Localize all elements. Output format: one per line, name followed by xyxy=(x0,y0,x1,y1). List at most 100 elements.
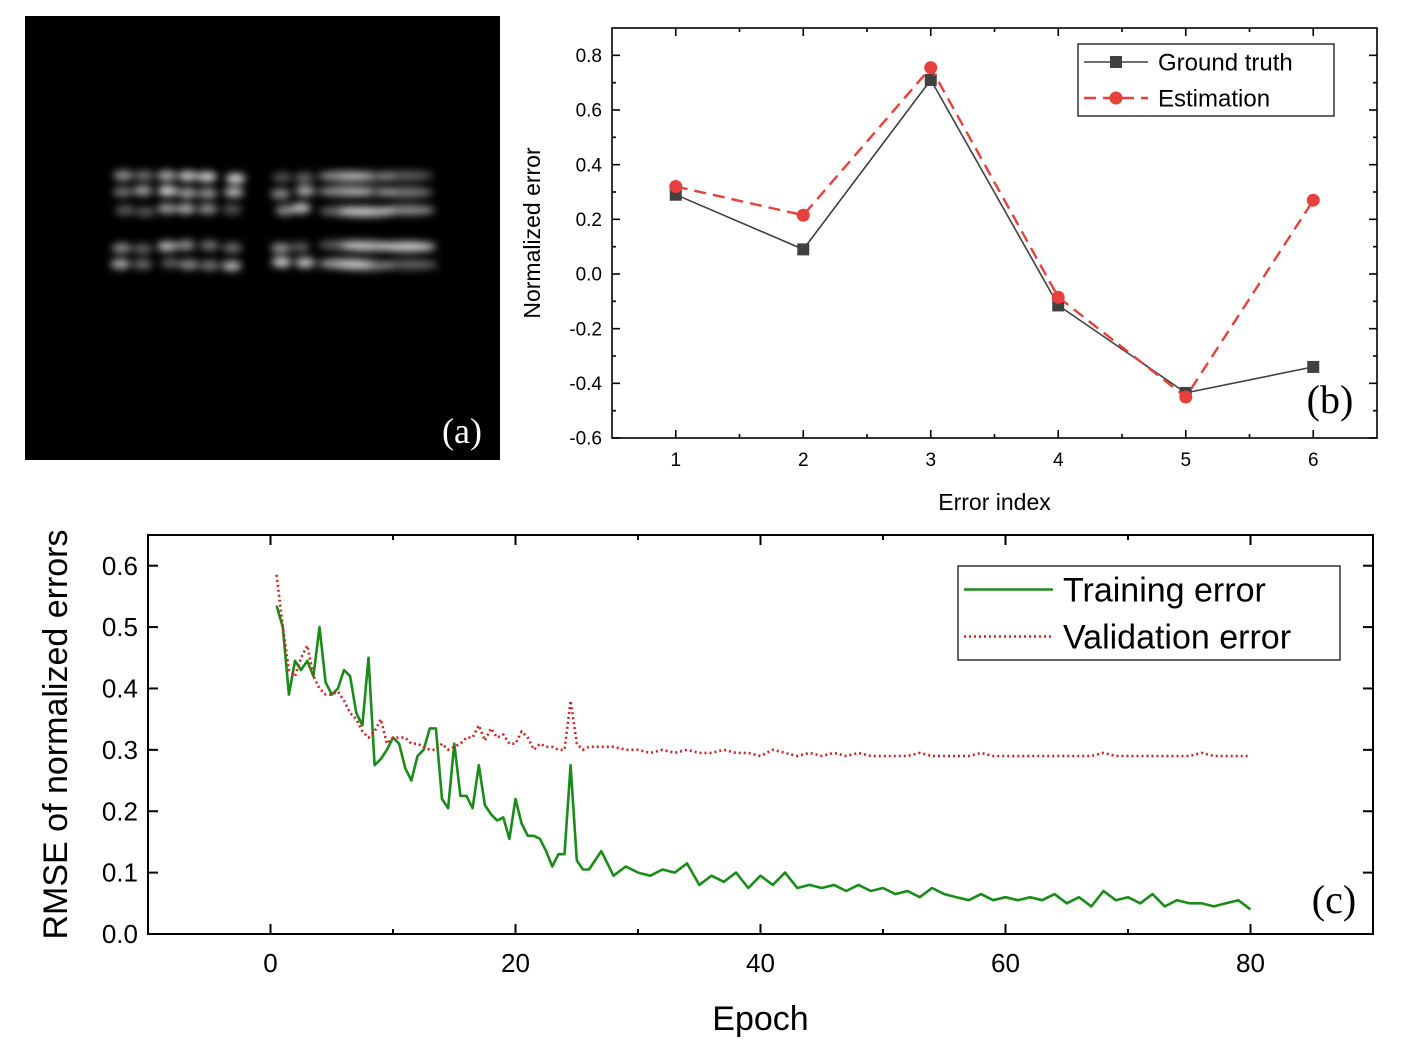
panel-label: (b) xyxy=(1307,377,1354,422)
y-tick-label: 0.2 xyxy=(576,210,602,231)
speckle-spot xyxy=(377,170,434,181)
y-tick-label: 0.0 xyxy=(576,265,602,286)
speckle-spot xyxy=(157,185,178,196)
series-line-0 xyxy=(675,79,1314,394)
speckle-pattern xyxy=(110,170,439,271)
x-tick-label: 80 xyxy=(1236,948,1265,978)
x-tick-label: 5 xyxy=(1180,450,1191,471)
speckle-spot xyxy=(160,257,181,268)
data-point-circle xyxy=(669,180,683,194)
legend-box xyxy=(957,565,1341,661)
speckle-spot xyxy=(135,206,156,217)
x-axis-label: Error index xyxy=(938,489,1051,515)
data-point-square xyxy=(797,243,810,256)
speckle-spot xyxy=(295,257,316,268)
y-tick-label: 0.8 xyxy=(576,46,602,67)
speckle-spot xyxy=(382,259,439,270)
y-tick-label: 0.4 xyxy=(102,674,138,704)
legend-label: Validation error xyxy=(1063,619,1291,657)
y-tick-label: 0.3 xyxy=(102,735,138,765)
x-tick-label: 20 xyxy=(501,948,530,978)
series-line-1 xyxy=(675,66,1315,399)
speckle-spot xyxy=(225,173,246,184)
speckle-spot xyxy=(132,259,153,270)
chart-c: 0 20 40 60 80 0.0 0.1 0.2 0.3 0.4 0.5 0.6 Epoch RMSE … xyxy=(37,529,1374,1038)
speckle-spot xyxy=(156,203,177,214)
legend-label: Estimation xyxy=(1158,86,1270,113)
panel-a-image: (a) xyxy=(25,16,500,460)
y-tick-label: 0.6 xyxy=(102,551,138,581)
x-tick-label: 0 xyxy=(263,948,277,978)
data-point-square xyxy=(924,73,937,86)
x-tick-label: 2 xyxy=(798,450,809,471)
y-tick-label: 0.2 xyxy=(102,796,138,826)
speckle-spot xyxy=(110,258,131,269)
speckle-spot xyxy=(294,172,315,183)
speckle-spot xyxy=(380,241,437,252)
speckle-spot xyxy=(113,170,134,181)
speckle-spot xyxy=(112,187,133,198)
speckle-spot xyxy=(379,205,436,216)
speckle-spot xyxy=(132,243,153,254)
speckle-spot xyxy=(134,170,155,181)
legend-label: Ground truth xyxy=(1158,50,1293,77)
speckle-image-background xyxy=(25,16,500,460)
speckle-spot xyxy=(175,240,196,251)
speckle-spot xyxy=(295,185,316,196)
panel-label: (c) xyxy=(1312,877,1356,922)
speckle-spot xyxy=(290,242,311,253)
speckle-spot xyxy=(177,188,198,199)
x-tick-label: 1 xyxy=(670,450,681,471)
legend-label: Training error xyxy=(1063,572,1266,610)
y-tick-label: -0.4 xyxy=(569,374,602,395)
speckle-spot xyxy=(156,170,177,181)
data-point-circle xyxy=(1179,390,1193,404)
data-point-circle xyxy=(1051,290,1065,304)
x-tick-label: 6 xyxy=(1308,450,1319,471)
speckle-spot xyxy=(291,203,312,214)
speckle-spot xyxy=(222,242,243,253)
speckle-spot xyxy=(275,205,296,216)
speckle-spot xyxy=(221,260,242,271)
y-tick-label: -0.6 xyxy=(569,429,602,450)
series-line-0 xyxy=(275,605,1252,911)
y-tick-label: 0.0 xyxy=(102,919,138,949)
speckle-spot xyxy=(270,243,291,254)
speckle-spot xyxy=(197,188,218,199)
series-line-1 xyxy=(275,574,1251,758)
legend-marker-circle xyxy=(1109,91,1123,105)
speckle-spot xyxy=(199,260,220,271)
y-tick-label: 0.1 xyxy=(102,858,138,888)
data-point-square xyxy=(1307,360,1320,373)
speckle-spot xyxy=(199,240,220,251)
data-point-circle xyxy=(796,208,810,222)
speckle-spot xyxy=(177,170,198,181)
x-tick-label: 60 xyxy=(991,948,1020,978)
x-tick-label: 4 xyxy=(1053,450,1064,471)
y-tick-label: 0.4 xyxy=(576,155,603,176)
speckle-spot xyxy=(132,185,153,196)
x-tick-label: 40 xyxy=(746,948,775,978)
speckle-spot xyxy=(221,204,242,215)
speckle-spot xyxy=(157,241,178,252)
speckle-spot xyxy=(272,172,293,183)
legend-marker-square xyxy=(1110,56,1122,68)
speckle-spot xyxy=(377,187,434,198)
y-axis-label: RMSE of normalized errors xyxy=(37,529,75,939)
speckle-spot xyxy=(179,259,200,270)
x-axis-label: Epoch xyxy=(712,1000,808,1038)
y-tick-label: -0.2 xyxy=(569,319,602,340)
data-point-circle xyxy=(924,61,938,75)
speckle-spot xyxy=(223,187,244,198)
speckle-spot xyxy=(196,171,217,182)
panel-a-label: (a) xyxy=(442,411,482,451)
speckle-spot xyxy=(175,203,196,214)
speckle-spot xyxy=(270,188,291,199)
x-tick-label: 3 xyxy=(925,450,936,471)
speckle-spot xyxy=(197,204,218,215)
y-tick-label: 0.5 xyxy=(102,612,138,642)
speckle-spot xyxy=(111,243,132,254)
speckle-spot xyxy=(271,257,292,268)
speckle-spot xyxy=(337,260,394,271)
